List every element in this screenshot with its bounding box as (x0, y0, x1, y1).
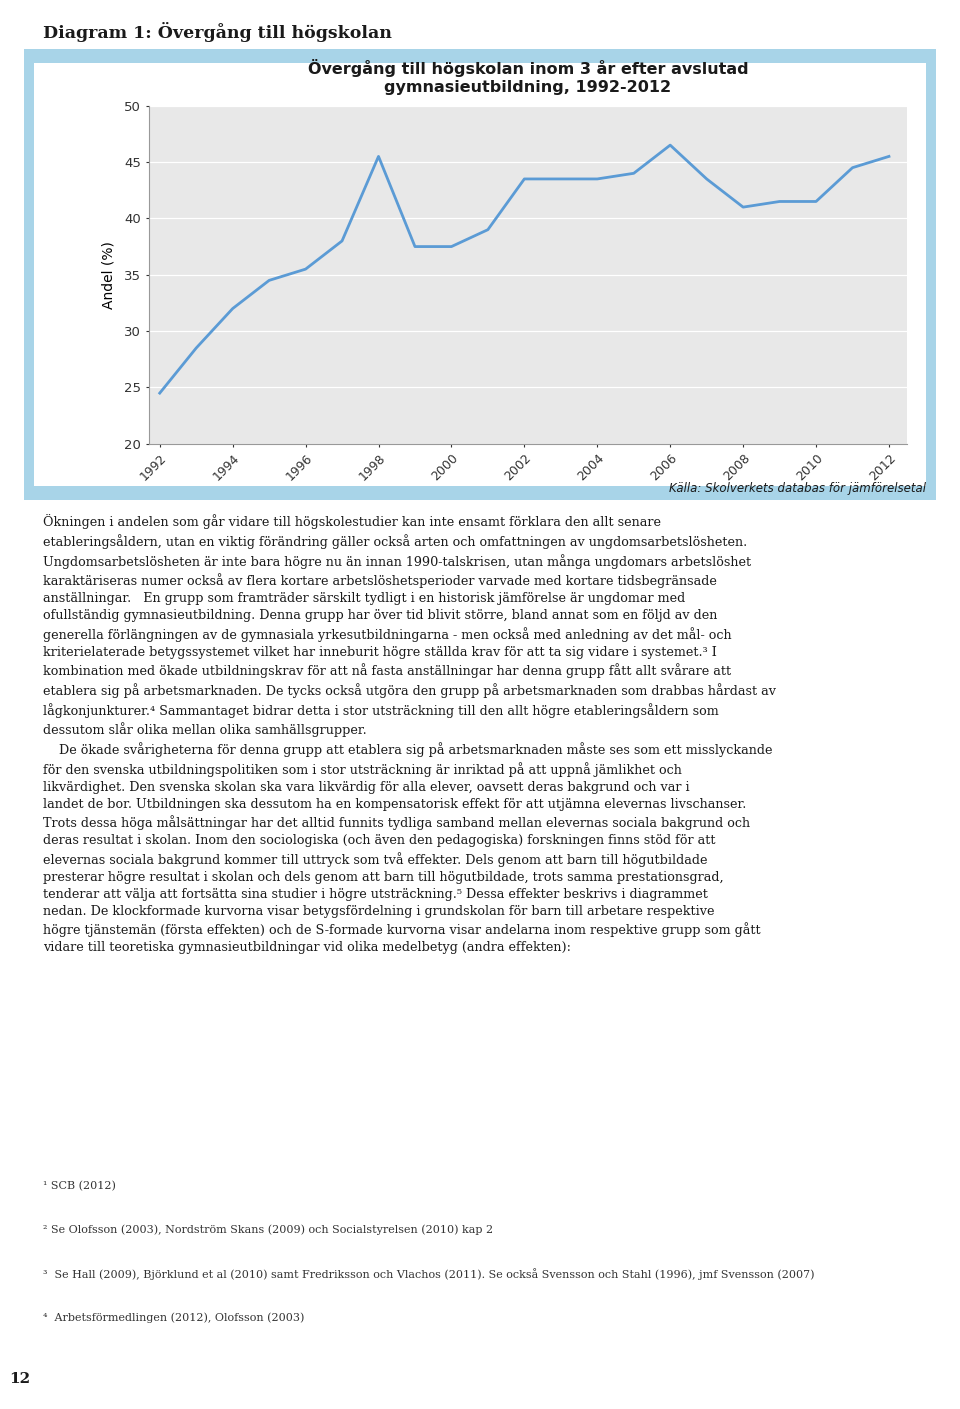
Y-axis label: Andel (%): Andel (%) (102, 241, 116, 309)
Text: ² Se Olofsson (2003), Nordström Skans (2009) och Socialstyrelsen (2010) kap 2: ² Se Olofsson (2003), Nordström Skans (2… (43, 1224, 493, 1236)
FancyBboxPatch shape (34, 63, 926, 486)
FancyBboxPatch shape (24, 49, 936, 500)
Text: Källa: Skolverkets databas för jämförelsetal: Källa: Skolverkets databas för jämförels… (669, 482, 926, 496)
Text: ³  Se Hall (2009), Björklund et al (2010) samt Fredriksson och Vlachos (2011). S: ³ Se Hall (2009), Björklund et al (2010)… (43, 1268, 815, 1281)
Text: 12: 12 (10, 1372, 31, 1386)
Text: Diagram 1: Övergång till högskolan: Diagram 1: Övergång till högskolan (43, 23, 392, 42)
Title: Övergång till högskolan inom 3 år efter avslutad
gymnasieutbildning, 1992-2012: Övergång till högskolan inom 3 år efter … (308, 59, 748, 94)
Text: ¹ SCB (2012): ¹ SCB (2012) (43, 1181, 116, 1191)
Text: Ökningen i andelen som går vidare till högskolestudier kan inte ensamt förklara : Ökningen i andelen som går vidare till h… (43, 514, 777, 954)
Text: ⁴  Arbetsförmedlingen (2012), Olofsson (2003): ⁴ Arbetsförmedlingen (2012), Olofsson (2… (43, 1313, 304, 1323)
